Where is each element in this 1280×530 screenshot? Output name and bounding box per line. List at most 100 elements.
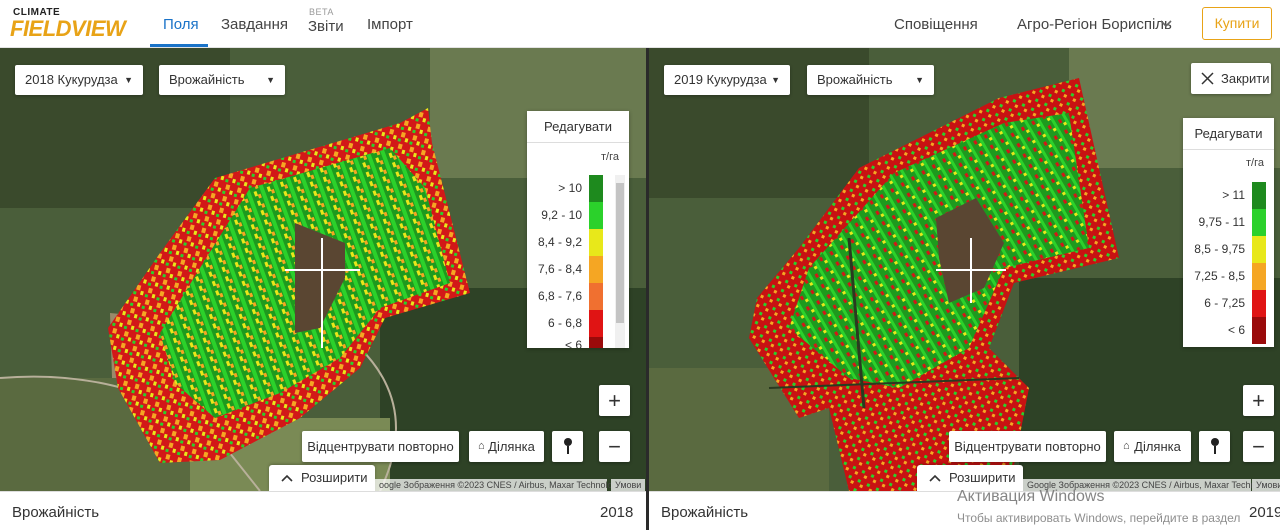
footer-year: 2019 [1249,504,1280,521]
recenter-button[interactable]: Відцентрувати повторно [949,431,1106,462]
season-value: 2019 Кукурудза [674,72,767,87]
logo-climate-text: CLIMATE [13,7,61,18]
plot-label: Ділянка [488,439,535,454]
expand-label: Розширити [301,470,368,485]
zoom-out-button[interactable]: − [599,431,630,462]
scrollbar-thumb[interactable] [616,183,624,323]
legend-swatch [589,310,603,337]
footer-right: Врожайність 2019 [649,491,1280,530]
map-attribution: Google Зображення ©2023 CNES / Airbus, M… [1023,479,1280,491]
legend-range-label: 8,5 - 9,75 [1194,242,1245,256]
expand-button[interactable]: Розширити [269,465,375,491]
layer-dropdown[interactable]: Врожайність ▼ [807,65,934,95]
chevron-up-icon [281,474,293,482]
plot-button[interactable]: ⌂ Ділянка [469,431,544,462]
pin-icon [563,438,572,454]
yield-legend: Редагувати т/га > 10 9,2 - 10 8,4 - 9,2 … [527,111,629,348]
season-dropdown[interactable]: 2018 Кукурудза ▼ [15,65,143,95]
legend-swatch [1252,290,1266,317]
legend-range-label: 7,6 - 8,4 [537,262,582,276]
footer-layer-label: Врожайність [12,504,100,521]
map-panel-2018[interactable]: 2018 Кукурудза ▼ Врожайність ▼ Редагуват… [0,48,646,491]
zoom-out-button[interactable]: − [1243,431,1274,462]
legend-scrollbar[interactable] [615,175,625,348]
map-attribution: oogle Зображення ©2023 CNES / Airbus, Ma… [375,479,629,491]
footer-layer-label: Врожайність [661,504,749,521]
expand-label: Розширити [949,470,1016,485]
close-label: Закрити [1221,71,1270,86]
legend-range-label: < 6 [1227,323,1245,337]
legend-swatch [1252,182,1266,209]
layer-value: Врожайність [169,72,245,87]
map-panel-2019[interactable]: 2019 Кукурудза ▼ Врожайність ▼ Закрити Р… [649,48,1280,491]
legend-swatch [1252,263,1266,290]
pin-button[interactable] [1199,431,1230,462]
zoom-in-button[interactable]: + [1243,385,1274,416]
nav-import[interactable]: Імпорт [367,16,413,33]
logo-fieldview-text: FIELDVIEW [10,16,126,41]
layer-value: Врожайність [817,72,893,87]
season-dropdown[interactable]: 2019 Кукурудза ▼ [664,65,790,95]
legend-edit-button[interactable]: Редагувати [1183,118,1274,150]
legend-swatch [589,229,603,256]
legend-range-label: 6,8 - 7,6 [537,289,582,303]
legend-swatch [1252,317,1266,344]
layer-dropdown[interactable]: Врожайність ▼ [159,65,285,95]
nav-fields[interactable]: Поля [163,16,199,33]
caret-down-icon: ▼ [915,75,924,85]
terms-link[interactable]: Умови [611,479,646,491]
buy-button[interactable]: Купити [1202,7,1272,40]
legend-range-label: 9,75 - 11 [1198,215,1245,229]
satellite-map-2019[interactable] [649,48,1280,491]
windows-activation-title: Активация Windows [957,488,1105,505]
chevron-down-icon[interactable] [1160,17,1172,31]
panel-divider [646,48,649,530]
footer-left: Врожайність 2018 [0,491,646,530]
legend-swatch [589,283,603,310]
legend-swatch [1252,209,1266,236]
plot-icon: ⌂ [478,440,485,452]
recenter-button[interactable]: Відцентрувати повторно [302,431,459,462]
region-selector[interactable]: Агро-Регіон Бориспіль [1017,16,1172,33]
close-comparison-button[interactable]: Закрити [1191,63,1271,94]
legend-range-label: 9,2 - 10 [541,208,582,222]
caret-down-icon: ▼ [266,75,275,85]
beta-badge: BETA [309,7,334,17]
legend-range-label: 7,25 - 8,5 [1194,269,1245,283]
pin-icon [1210,438,1219,454]
nav-reports[interactable]: Звіти [308,18,344,35]
nav-active-underline [150,44,208,47]
legend-unit: т/га [601,151,619,163]
legend-swatch [1252,236,1266,263]
fieldview-logo[interactable]: CLIMATE FIELDVIEW [10,6,140,42]
legend-swatch [589,337,603,348]
caret-down-icon: ▼ [771,75,780,85]
footer-year: 2018 [600,504,634,521]
chevron-up-icon [929,474,941,482]
legend-range-label: < 6 [564,338,582,348]
pin-button[interactable] [552,431,583,462]
plot-label: Ділянка [1134,439,1181,454]
windows-activation-subtitle: Чтобы активировать Windows, перейдите в … [957,511,1241,525]
terms-link[interactable]: Умови [1252,479,1280,491]
close-icon [1201,72,1214,85]
caret-down-icon: ▼ [124,75,133,85]
season-value: 2018 Кукурудза [25,72,118,87]
legend-edit-button[interactable]: Редагувати [527,111,629,143]
legend-range-label: 6 - 7,25 [1204,296,1245,310]
legend-unit: т/га [1246,157,1264,169]
legend-swatch [589,256,603,283]
expand-button[interactable]: Розширити [917,465,1023,491]
top-bar: CLIMATE FIELDVIEW Поля Завдання BETA Зві… [0,0,1280,48]
plot-button[interactable]: ⌂ Ділянка [1114,431,1191,462]
plot-icon: ⌂ [1123,440,1130,452]
legend-swatch [589,202,603,229]
legend-range-label: 6 - 6,8 [547,316,582,330]
legend-swatch [589,175,603,202]
nav-tasks[interactable]: Завдання [221,16,288,33]
yield-legend: Редагувати т/га > 11 9,75 - 11 8,5 - 9,7… [1183,118,1274,347]
zoom-in-button[interactable]: + [599,385,630,416]
legend-range-label: > 10 [558,181,582,195]
legend-range-label: 8,4 - 9,2 [537,235,582,249]
notifications-link[interactable]: Сповіщення [894,16,978,33]
